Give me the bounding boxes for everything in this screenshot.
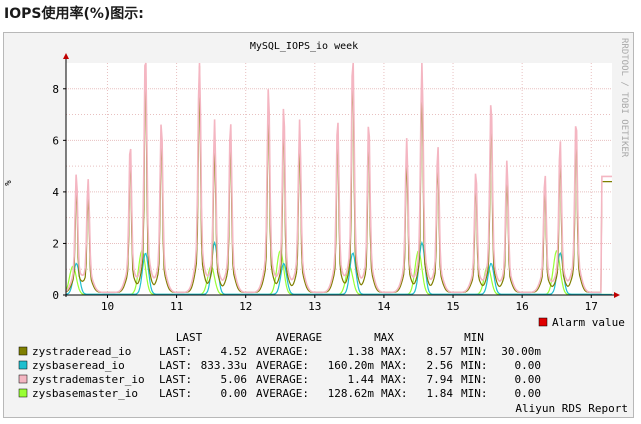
x-tick-label: 17 bbox=[585, 300, 598, 313]
stats-header: MIN bbox=[464, 331, 484, 344]
stat-min: 0.00 bbox=[515, 359, 542, 372]
stat-max: 7.94 bbox=[427, 373, 454, 386]
legend: Alarm value LAST AVERAGE MAX MIN zystraderead… bbox=[18, 316, 628, 415]
stat-max: 1.84 bbox=[427, 387, 454, 400]
axes: 0 2 4 6 8 10 11 12 13 14 15 16 17 bbox=[52, 53, 620, 313]
iops-chart: 0 2 4 6 8 10 11 12 13 14 15 16 17 MySQL_IOPS_io week… bbox=[4, 38, 629, 415]
legend-name: zysbaseread_io bbox=[32, 359, 125, 372]
stat-prefix-min: MIN: bbox=[461, 359, 488, 372]
stat-average: 160.20m bbox=[328, 359, 375, 372]
legend-name: zystraderead_io bbox=[32, 345, 131, 358]
stat-min: 30.00m bbox=[501, 345, 541, 358]
report-footer: Aliyun RDS Report bbox=[515, 402, 628, 415]
y-tick-label: 2 bbox=[52, 237, 59, 250]
x-tick-label: 15 bbox=[446, 300, 459, 313]
x-tick-label: 12 bbox=[239, 300, 252, 313]
rrdtool-side-label: RRDTOOL / TOBI OETIKER bbox=[619, 38, 629, 158]
legend-name: zysbasemaster_io bbox=[32, 387, 138, 400]
stat-last: 833.33u bbox=[201, 359, 247, 372]
stat-prefix-last: LAST: bbox=[159, 345, 192, 358]
y-tick-label: 0 bbox=[52, 289, 59, 302]
stat-average: 128.62m bbox=[328, 387, 375, 400]
stat-prefix-min: MIN: bbox=[461, 387, 488, 400]
stat-prefix-max: MAX: bbox=[381, 345, 408, 358]
stat-average: 1.44 bbox=[348, 373, 375, 386]
stat-max: 8.57 bbox=[427, 345, 454, 358]
stat-prefix-max: MAX: bbox=[381, 387, 408, 400]
stat-average: 1.38 bbox=[348, 345, 375, 358]
alarm-swatch bbox=[538, 317, 548, 327]
stat-prefix-min: MIN: bbox=[461, 373, 488, 386]
stat-prefix-average: AVERAGE: bbox=[256, 359, 309, 372]
stat-prefix-last: LAST: bbox=[159, 373, 192, 386]
y-tick-label: 6 bbox=[52, 134, 59, 147]
x-tick-label: 10 bbox=[101, 300, 114, 313]
legend-swatch-zysbasemaster_io bbox=[18, 388, 28, 398]
stats-header: LAST bbox=[176, 331, 203, 344]
stat-prefix-min: MIN: bbox=[461, 345, 488, 358]
stat-prefix-last: LAST: bbox=[159, 387, 192, 400]
stat-prefix-last: LAST: bbox=[159, 359, 192, 372]
chart-title: MySQL_IOPS_io week bbox=[250, 41, 358, 52]
stat-last: 0.00 bbox=[221, 387, 248, 400]
alarm-label: Alarm value bbox=[552, 316, 625, 329]
legend-swatch-zystraderead_io bbox=[18, 346, 28, 356]
x-tick-label: 13 bbox=[308, 300, 321, 313]
page-heading: IOPS使用率(%)图示: bbox=[4, 6, 144, 22]
stat-min: 0.00 bbox=[515, 373, 542, 386]
x-axis-arrow bbox=[614, 292, 620, 298]
stat-prefix-max: MAX: bbox=[381, 373, 408, 386]
stat-prefix-average: AVERAGE: bbox=[256, 387, 309, 400]
stats-header: AVERAGE bbox=[276, 331, 322, 344]
stats-header: MAX bbox=[374, 331, 394, 344]
stat-min: 0.00 bbox=[515, 387, 542, 400]
chart-frame: 0 2 4 6 8 10 11 12 13 14 15 16 17 MySQL_IOPS_io week… bbox=[3, 32, 634, 418]
stat-last: 5.06 bbox=[221, 373, 248, 386]
stat-last: 4.52 bbox=[221, 345, 248, 358]
legend-swatch-zysbaseread_io bbox=[18, 360, 28, 370]
stat-max: 2.56 bbox=[427, 359, 454, 372]
series-line-zystrademaster_io bbox=[65, 62, 612, 294]
legend-name: zystrademaster_io bbox=[32, 373, 145, 386]
x-tick-label: 11 bbox=[170, 300, 183, 313]
y-tick-label: 4 bbox=[52, 186, 59, 199]
y-axis-arrow bbox=[63, 53, 69, 59]
legend-swatch-zystrademaster_io bbox=[18, 374, 28, 384]
y-axis-label: % bbox=[4, 180, 14, 186]
y-tick-label: 8 bbox=[52, 83, 59, 96]
x-tick-label: 16 bbox=[516, 300, 529, 313]
series-line-zysbaseread_io bbox=[65, 240, 612, 296]
stat-prefix-average: AVERAGE: bbox=[256, 373, 309, 386]
stat-prefix-max: MAX: bbox=[381, 359, 408, 372]
stat-prefix-average: AVERAGE: bbox=[256, 345, 309, 358]
x-tick-label: 14 bbox=[377, 300, 391, 313]
